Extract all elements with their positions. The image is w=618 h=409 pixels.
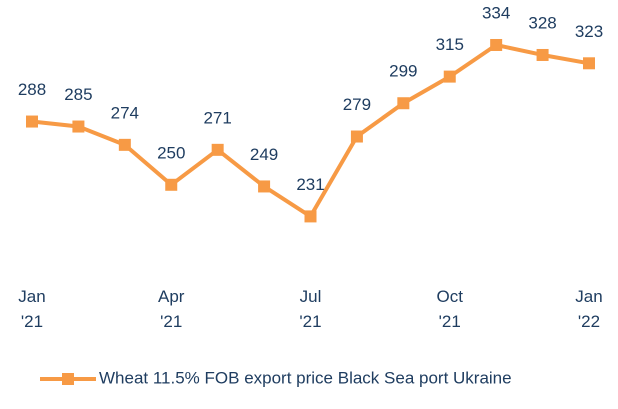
data-label: 231 [296,175,324,194]
marker [397,97,410,110]
x-tick-label: Oct '21 [437,287,464,331]
data-label: 288 [18,80,46,99]
x-tick-label: Jan '22 [575,287,602,331]
marker [26,115,38,128]
legend-marker [62,373,74,385]
data-label: 299 [389,62,417,81]
marker [211,143,224,156]
data-label: 279 [343,95,371,114]
marker [258,180,271,193]
marker [583,57,595,70]
data-label: 285 [64,85,92,104]
marker [304,210,317,223]
data-label: 249 [250,145,278,164]
data-label: 274 [111,103,139,122]
marker [72,120,85,133]
data-label: 328 [528,13,556,32]
data-label: 271 [203,108,231,127]
marker [490,38,503,51]
data-label: 323 [575,22,603,41]
data-label: 315 [436,35,464,54]
data-label: 334 [482,3,510,22]
data-label: 250 [157,143,185,162]
x-tick-label: Jul '21 [299,287,321,331]
x-tick-label: Jan '21 [18,287,45,331]
x-tick-label: Apr '21 [158,287,185,331]
marker [350,130,363,143]
marker [536,48,549,61]
legend-label: Wheat 11.5% FOB export price Black Sea p… [99,368,512,387]
marker [443,70,456,83]
marker [118,138,131,151]
marker [165,178,178,191]
